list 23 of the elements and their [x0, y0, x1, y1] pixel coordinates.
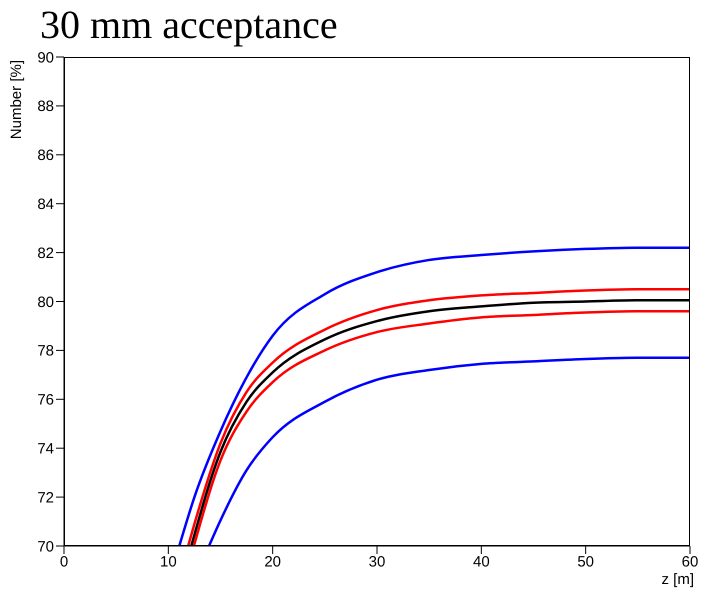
- y-tick-label: 84: [37, 196, 54, 214]
- y-tick-label: 70: [37, 538, 54, 556]
- x-tick-label: 60: [682, 554, 698, 571]
- y-tick-label: 74: [37, 440, 54, 458]
- x-tick-label: 20: [264, 554, 282, 571]
- y-tick-label: 82: [37, 244, 54, 262]
- x-tick-label: 0: [60, 554, 68, 571]
- x-tick-label: 40: [472, 554, 490, 571]
- x-tick-label: 10: [160, 554, 177, 571]
- line-series: [208, 356, 690, 546]
- chart-title: 30 mm acceptance: [40, 2, 338, 48]
- y-tick-label: 72: [37, 489, 54, 506]
- y-axis-title: Number [%]: [8, 60, 26, 140]
- y-tick-label: 76: [37, 392, 54, 409]
- y-tick-label: 80: [37, 294, 54, 311]
- x-tick-label: 50: [577, 554, 594, 571]
- y-tick-label: 90: [37, 49, 54, 66]
- x-tick-label: 30: [368, 554, 386, 571]
- y-tick-label: 86: [37, 147, 54, 164]
- x-axis-title: z [m]: [662, 571, 694, 588]
- line-series: [178, 246, 690, 546]
- y-tick-label: 88: [37, 98, 54, 116]
- y-tick-label: 78: [37, 342, 54, 360]
